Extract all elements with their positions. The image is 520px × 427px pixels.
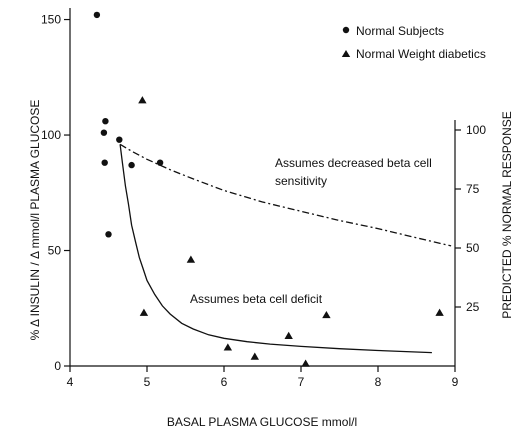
curve-beta-cell-deficit xyxy=(119,144,432,354)
data-point-diabetic xyxy=(186,255,196,263)
y-axis-right-title: PREDICTED % NORMAL RESPONSE xyxy=(500,111,514,319)
x-tick-label: 7 xyxy=(298,375,305,389)
y-tick-label: 50 xyxy=(48,244,62,258)
legend-label-normal-subjects: Normal Subjects xyxy=(356,24,444,38)
x-tick-label: 8 xyxy=(375,375,382,389)
data-point-diabetic xyxy=(250,352,259,360)
x-tick-label: 9 xyxy=(452,375,459,389)
curves xyxy=(119,143,452,354)
axes xyxy=(69,8,456,367)
y-tick-label: 100 xyxy=(41,128,61,142)
data-point-normal-subject xyxy=(100,129,108,136)
annotation-sensitivity-line2: sensitivity xyxy=(275,174,327,188)
data-point-normal-subject xyxy=(101,159,108,166)
data-point-diabetic xyxy=(435,308,444,316)
points xyxy=(93,11,444,367)
annotation-beta-cell-deficit: Assumes beta cell deficit xyxy=(190,292,323,306)
legend-triangle-marker xyxy=(341,50,351,57)
y-right-tick-label: 50 xyxy=(466,241,480,255)
x-tick-label: 4 xyxy=(67,375,74,389)
y-right-tick-label: 100 xyxy=(466,123,486,137)
ticks: 4 5 6 7 8 9 0 50 100 150 25 50 75 100 xyxy=(41,13,486,389)
data-point-normal-subject xyxy=(116,136,123,143)
data-point-diabetic xyxy=(138,96,147,104)
annotations: Assumes decreased beta cell sensitivity … xyxy=(190,156,432,306)
data-point-normal-subject xyxy=(102,118,109,125)
legend-label-normal-weight-diabetics: Normal Weight diabetics xyxy=(356,47,486,61)
x-tick-label: 5 xyxy=(144,375,151,389)
data-point-diabetic xyxy=(322,310,331,319)
y-tick-label: 0 xyxy=(54,359,61,373)
x-tick-label: 6 xyxy=(221,375,228,389)
legend: Normal Subjects Normal Weight diabetics xyxy=(341,24,486,61)
data-point-normal-subject xyxy=(156,159,164,166)
data-point-normal-subject xyxy=(128,161,135,169)
y-right-tick-label: 25 xyxy=(466,300,480,314)
legend-circle-marker xyxy=(342,26,350,34)
data-point-diabetic xyxy=(284,331,293,339)
data-point-diabetic xyxy=(301,359,310,367)
y-axis-title: % Δ INSULIN / Δ mmol/l PLASMA GLUCOSE xyxy=(28,100,42,341)
data-point-normal-subject xyxy=(93,11,101,19)
annotation-sensitivity-line1: Assumes decreased beta cell xyxy=(275,156,432,170)
data-point-diabetic xyxy=(139,308,149,316)
data-point-normal-subject xyxy=(105,231,112,238)
data-point-diabetic xyxy=(223,343,233,351)
y-right-tick-label: 75 xyxy=(466,182,480,196)
x-axis-title: BASAL PLASMA GLUCOSE mmol/l xyxy=(167,415,357,427)
y-tick-label: 150 xyxy=(41,13,61,27)
